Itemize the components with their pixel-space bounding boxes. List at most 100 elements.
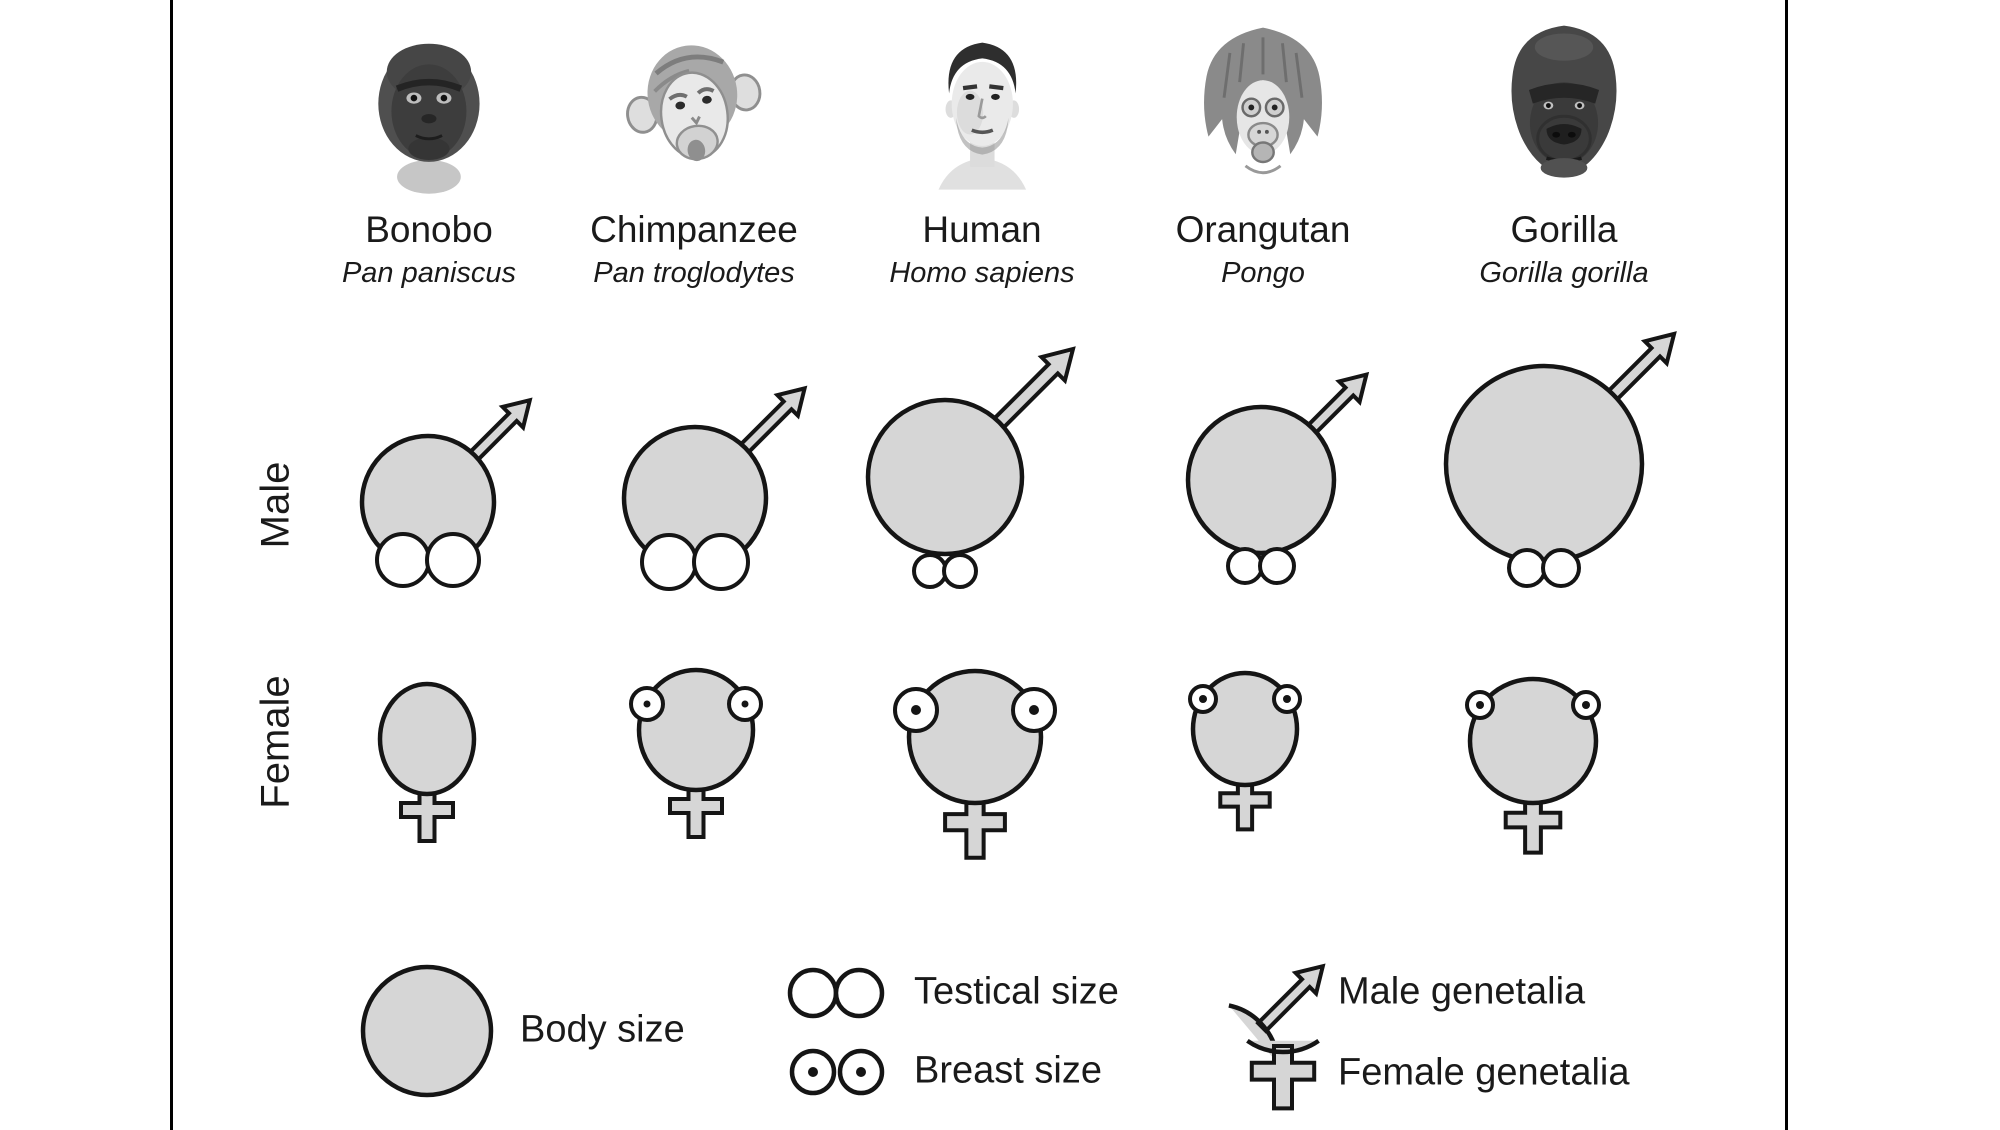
male-body-circle-human (865, 397, 1025, 557)
species-name: Bonobo (365, 209, 493, 250)
legend-breast-nipple-dot (856, 1067, 866, 1077)
male-genitalia-arrow-orangutan (1298, 371, 1370, 443)
male-genitalia-arrow-bonobo (460, 397, 533, 470)
legend-body-size-icon (360, 964, 494, 1098)
legend-female-genetalia-icon (1249, 1044, 1317, 1111)
right-border-line (1785, 0, 1788, 1130)
female-symbol-gorilla (1465, 676, 1601, 855)
female-symbol-bonobo (377, 681, 477, 843)
female-genitalia-cross-human (943, 796, 1007, 860)
legend-male-genetalia-arc (1228, 1003, 1281, 1064)
male-symbol-bonobo (359, 397, 533, 588)
nipple-dot-orangutan (1199, 695, 1207, 703)
bonobo-portrait (378, 43, 480, 194)
species-header-bonobo: Bonobo Pan paniscus (342, 14, 516, 290)
female-body-circle-human (906, 668, 1044, 806)
species-header-human: Human Homo sapiens (889, 14, 1075, 290)
legend-male-genetalia-label: Male genetalia (1338, 970, 1586, 1013)
legend-testical-size-label: Testical size (914, 970, 1119, 1013)
female-body-circle-bonobo (377, 681, 477, 797)
species-header-chimpanzee: Chimpanzee Pan troglodytes (590, 14, 798, 290)
testis-circle-gorilla (1507, 548, 1547, 588)
species-name: Orangutan (1175, 209, 1351, 250)
male-symbol-gorilla (1443, 331, 1677, 588)
species-latin-name: Homo sapiens (889, 257, 1075, 289)
legend-breast-size-icon (837, 1048, 885, 1096)
female-genitalia-cross-orangutan (1218, 778, 1272, 832)
female-row-label: Female (253, 675, 298, 809)
nipple-dot-gorilla (1476, 701, 1484, 709)
breast-circle-chimpanzee (727, 686, 763, 722)
female-genitalia-cross-chimpanzee (668, 783, 724, 839)
legend-breast-nipple-dot (808, 1067, 818, 1077)
male-body-circle-bonobo (359, 433, 497, 571)
male-symbol-chimpanzee (621, 385, 808, 591)
female-body-circle-orangutan (1190, 670, 1300, 788)
testis-circle-human (942, 553, 978, 589)
testis-circle-chimpanzee (692, 533, 750, 591)
breast-circle-orangutan (1188, 684, 1218, 714)
legend-icons (360, 963, 1326, 1111)
male-genitalia-arrow-human (984, 346, 1076, 438)
legend-female-genetalia-arc (1246, 1038, 1320, 1055)
nipple-dot-chimpanzee (741, 700, 749, 708)
legend-testical-size-icon (833, 967, 885, 1019)
breast-circle-human (1011, 687, 1057, 733)
male-symbol-human (865, 346, 1076, 589)
legend-breast-size-label: Breast size (914, 1049, 1102, 1092)
species-header-orangutan: Orangutan Pongo (1171, 14, 1356, 290)
legend-female-genetalia-arc-fill (1247, 1040, 1319, 1053)
breast-circle-human (893, 687, 939, 733)
species-latin-name: Pan paniscus (341, 257, 517, 289)
breast-circle-gorilla (1571, 690, 1601, 720)
testis-circle-bonobo (375, 532, 431, 588)
testis-circle-human (912, 553, 948, 589)
male-symbol-orangutan (1185, 371, 1370, 585)
male-body-circle-gorilla (1443, 363, 1645, 565)
breast-circle-chimpanzee (629, 686, 665, 722)
male-body-circle-chimpanzee (621, 424, 769, 572)
nipple-dot-chimpanzee (643, 700, 651, 708)
species-header-gorilla: Gorilla Gorilla gorilla (1477, 14, 1652, 290)
female-symbol-human (893, 668, 1057, 860)
male-row-label: Male (253, 461, 298, 549)
female-genitalia-cross-bonobo (399, 787, 455, 843)
testis-circle-orangutan (1226, 547, 1264, 585)
nipple-dot-orangutan (1283, 695, 1291, 703)
species-latin-name: Gorilla gorilla (1479, 257, 1649, 289)
chimpanzee-portrait (625, 45, 762, 162)
species-name: Gorilla (1510, 209, 1618, 250)
species-latin-name: Pongo (1221, 257, 1305, 289)
male-genitalia-arrow-chimpanzee (731, 385, 808, 462)
legend-breast-size-icon (789, 1048, 837, 1096)
female-symbol-chimpanzee (629, 667, 763, 839)
legend-male-genetalia-arc-fill (1228, 1005, 1278, 1064)
testis-circle-bonobo (425, 532, 481, 588)
nipple-dot-human (911, 705, 921, 715)
species-name: Chimpanzee (590, 209, 798, 250)
legend-body-size-label: Body size (520, 1008, 685, 1051)
female-symbol-orangutan (1188, 670, 1302, 832)
breast-circle-orangutan (1272, 684, 1302, 714)
testis-circle-gorilla (1541, 548, 1581, 588)
legend-male-genetalia-icon (1255, 963, 1326, 1034)
species-latin-name: Pan troglodytes (593, 257, 795, 289)
human-portrait (938, 42, 1026, 190)
female-body-circle-chimpanzee (636, 667, 756, 793)
species-name: Human (922, 209, 1042, 250)
female-genitalia-cross-gorilla (1503, 796, 1563, 855)
testis-circle-orangutan (1258, 547, 1296, 585)
legend-female-genetalia-label: Female genetalia (1338, 1051, 1630, 1094)
testis-circle-chimpanzee (640, 533, 698, 591)
male-genitalia-arrow-gorilla (1599, 331, 1677, 409)
left-border-line (170, 0, 173, 1130)
male-body-circle-orangutan (1185, 404, 1337, 556)
nipple-dot-gorilla (1582, 701, 1590, 709)
nipple-dot-human (1029, 705, 1039, 715)
legend-testical-size-icon (787, 967, 839, 1019)
breast-circle-gorilla (1465, 690, 1495, 720)
gorilla-portrait (1511, 25, 1617, 178)
orangutan-portrait (1204, 27, 1322, 175)
female-body-circle-gorilla (1467, 676, 1599, 806)
